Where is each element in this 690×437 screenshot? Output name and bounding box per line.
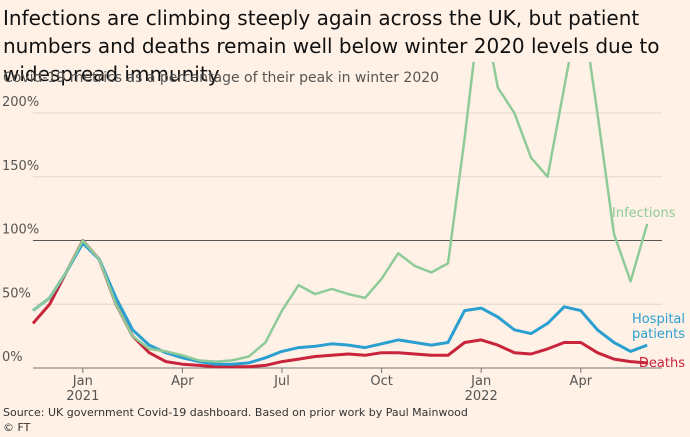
chart-subtitle: Covid-19 metrics as a percentage of thei… (3, 70, 440, 86)
x-tick-label: Apr (171, 374, 194, 389)
y-tick-label: 100% (2, 223, 39, 238)
source: Source: UK government Covid-19 dashboard… (3, 406, 468, 419)
series-line (31, 239, 648, 369)
series-line (32, 241, 648, 366)
lines (31, 62, 649, 369)
series-label: Hospital patients (631, 312, 685, 342)
series-label: Deaths (638, 356, 685, 371)
x-tick-label: Jan 2021 (66, 374, 100, 404)
chart-title: Infections are climbing steeply again ac… (3, 6, 660, 86)
y-tick-label: 50% (2, 286, 31, 301)
x-tick-label: Jan 2022 (464, 374, 498, 404)
y-tick-label: 150% (2, 159, 39, 174)
y-tick-label: 200% (2, 95, 39, 110)
x-tick-label: Jul (274, 374, 290, 389)
credit: © FT (3, 421, 31, 434)
series-line (32, 62, 649, 363)
x-tick-label: Oct (370, 374, 393, 389)
series-label: Infections (612, 206, 676, 221)
x-tick-label: Apr (569, 374, 593, 389)
y-tick-label: 0% (2, 350, 23, 365)
